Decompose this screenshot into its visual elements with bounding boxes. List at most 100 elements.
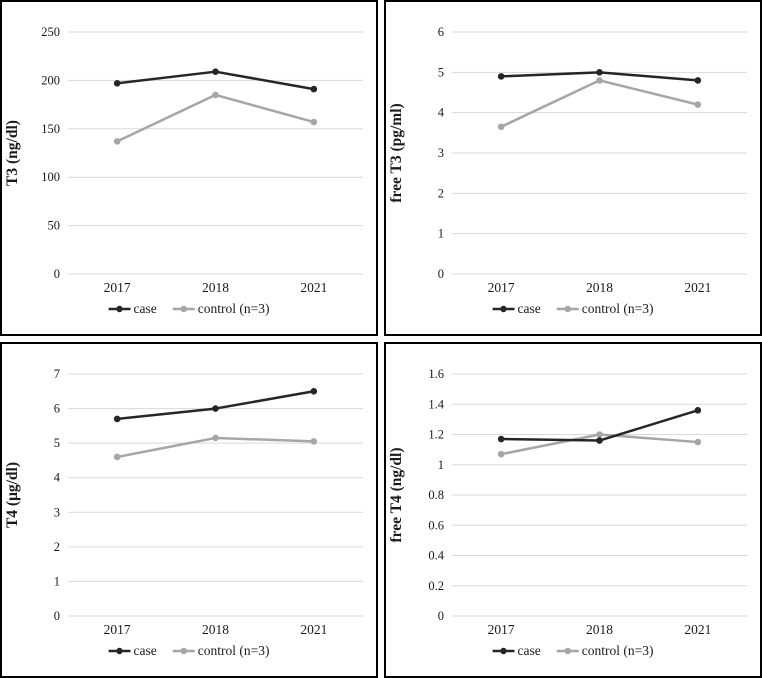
y-tick-label: 6 xyxy=(54,402,60,416)
data-point-case xyxy=(694,407,702,414)
x-tick-label: 2021 xyxy=(684,622,711,637)
data-point-case xyxy=(113,415,121,423)
x-tick-label: 2021 xyxy=(684,280,711,295)
legend-item-control-n-3: control (n=3) xyxy=(556,301,654,316)
y-tick-label: 50 xyxy=(48,219,61,233)
data-point-case xyxy=(113,80,121,87)
y-tick-label: 2 xyxy=(54,540,60,554)
y-axis-title: free T3 (pg/ml) xyxy=(388,103,405,202)
y-tick-label: 7 xyxy=(54,367,60,381)
data-point-control-n-3 xyxy=(596,431,603,438)
legend-marker xyxy=(564,647,571,655)
legend-marker xyxy=(500,305,507,313)
x-tick-label: 2018 xyxy=(586,622,613,637)
legend-label: case xyxy=(518,643,541,658)
x-tick-label: 2017 xyxy=(104,622,131,637)
free-t3-chart: 0 1 2 3 4 5 6 2017 2018 2021 free T3 (pg/ml) case co… xyxy=(388,25,747,316)
legend-item-case: case xyxy=(108,301,157,316)
free-t4-chart-panel: 0 0.2 0.4 0.6 0.8 1 1.2 1.4 1.6 2017 2018 2021 free … xyxy=(384,342,762,678)
y-axis-title: free T4 (ng/dl) xyxy=(388,447,405,542)
x-tick-label: 2017 xyxy=(104,280,131,295)
y-tick-label: 1.6 xyxy=(428,367,444,381)
y-tick-label: 0.8 xyxy=(428,488,444,502)
legend-marker xyxy=(180,647,187,655)
y-tick-label: 100 xyxy=(41,170,60,184)
data-point-case xyxy=(497,73,505,80)
data-point-control-n-3 xyxy=(310,118,318,126)
y-tick-label: 5 xyxy=(54,436,60,450)
data-point-control-n-3 xyxy=(310,438,318,445)
legend-label: control (n=3) xyxy=(198,643,270,658)
y-axis-title: T3 (ng/dl) xyxy=(4,120,21,186)
y-tick-label: 0.2 xyxy=(428,579,444,593)
series-line-control-n-3 xyxy=(115,93,316,143)
legend-marker xyxy=(116,305,123,313)
x-tick-label: 2018 xyxy=(586,280,613,295)
legend: case control (n=3) xyxy=(492,643,654,658)
data-point-control-n-3 xyxy=(694,438,702,446)
data-point-case xyxy=(310,85,318,93)
data-point-case xyxy=(596,69,603,76)
y-tick-label: 3 xyxy=(438,146,444,160)
legend-marker xyxy=(564,305,571,313)
legend-label: control (n=3) xyxy=(582,643,654,658)
y-tick-label: 0.6 xyxy=(428,518,444,532)
data-point-control-n-3 xyxy=(497,450,505,458)
y-tick-label: 1 xyxy=(54,574,60,588)
t4-chart-panel: 0 1 2 3 4 5 6 7 2017 2018 2021 T4 (μg/dl) case contro… xyxy=(0,342,378,678)
y-tick-label: 1.2 xyxy=(428,428,444,442)
legend-item-case: case xyxy=(108,643,157,658)
data-point-case xyxy=(212,68,219,75)
y-tick-label: 5 xyxy=(438,65,444,79)
data-point-case xyxy=(694,77,702,84)
series-line-control-n-3 xyxy=(499,79,700,129)
y-tick-label: 1.4 xyxy=(428,397,444,411)
legend: case control (n=3) xyxy=(108,301,270,316)
legend-label: case xyxy=(134,301,157,316)
y-tick-label: 6 xyxy=(438,25,444,39)
data-point-control-n-3 xyxy=(212,91,219,99)
y-tick-label: 4 xyxy=(54,471,61,485)
legend-item-control-n-3: control (n=3) xyxy=(556,643,654,658)
y-tick-label: 0 xyxy=(54,609,60,623)
legend-label: control (n=3) xyxy=(198,301,270,316)
legend-label: case xyxy=(134,643,157,658)
x-tick-label: 2018 xyxy=(202,622,229,637)
x-tick-label: 2017 xyxy=(488,622,515,637)
t3-chart: 0 50 100 150 200 250 2017 2018 2021 T3 (ng/dl) cas… xyxy=(4,25,363,316)
y-tick-label: 1 xyxy=(438,458,444,472)
y-tick-label: 0 xyxy=(54,267,60,281)
legend-item-control-n-3: control (n=3) xyxy=(172,643,270,658)
data-point-case xyxy=(212,405,219,412)
legend-item-case: case xyxy=(492,643,541,658)
y-axis-title: T4 (μg/dl) xyxy=(4,462,21,528)
data-point-control-n-3 xyxy=(596,77,603,84)
data-point-control-n-3 xyxy=(113,453,121,461)
y-tick-label: 2 xyxy=(438,186,444,200)
x-tick-label: 2021 xyxy=(300,622,327,637)
legend-item-case: case xyxy=(492,301,541,316)
y-tick-label: 150 xyxy=(41,122,60,136)
x-tick-label: 2018 xyxy=(202,280,229,295)
data-point-control-n-3 xyxy=(113,138,121,145)
y-tick-label: 3 xyxy=(54,505,60,519)
y-tick-label: 0.4 xyxy=(428,549,444,563)
y-tick-label: 250 xyxy=(41,25,60,39)
legend-item-control-n-3: control (n=3) xyxy=(172,301,270,316)
legend-marker xyxy=(180,305,187,313)
x-tick-label: 2017 xyxy=(488,280,515,295)
y-tick-label: 4 xyxy=(438,106,445,120)
legend-label: case xyxy=(518,301,541,316)
data-point-case xyxy=(310,387,318,395)
data-point-control-n-3 xyxy=(694,101,702,108)
legend-marker xyxy=(500,647,507,655)
x-tick-label: 2021 xyxy=(300,280,327,295)
free-t3-chart-panel: 0 1 2 3 4 5 6 2017 2018 2021 free T3 (pg/ml) case co… xyxy=(384,0,762,336)
legend: case control (n=3) xyxy=(108,643,270,658)
free-t4-chart: 0 0.2 0.4 0.6 0.8 1 1.2 1.4 1.6 2017 2018 2021 free … xyxy=(388,367,747,658)
y-tick-label: 1 xyxy=(438,227,444,241)
legend: case control (n=3) xyxy=(492,301,654,316)
legend-label: control (n=3) xyxy=(582,301,654,316)
t4-chart: 0 1 2 3 4 5 6 7 2017 2018 2021 T4 (μg/dl) case contro… xyxy=(4,367,363,658)
